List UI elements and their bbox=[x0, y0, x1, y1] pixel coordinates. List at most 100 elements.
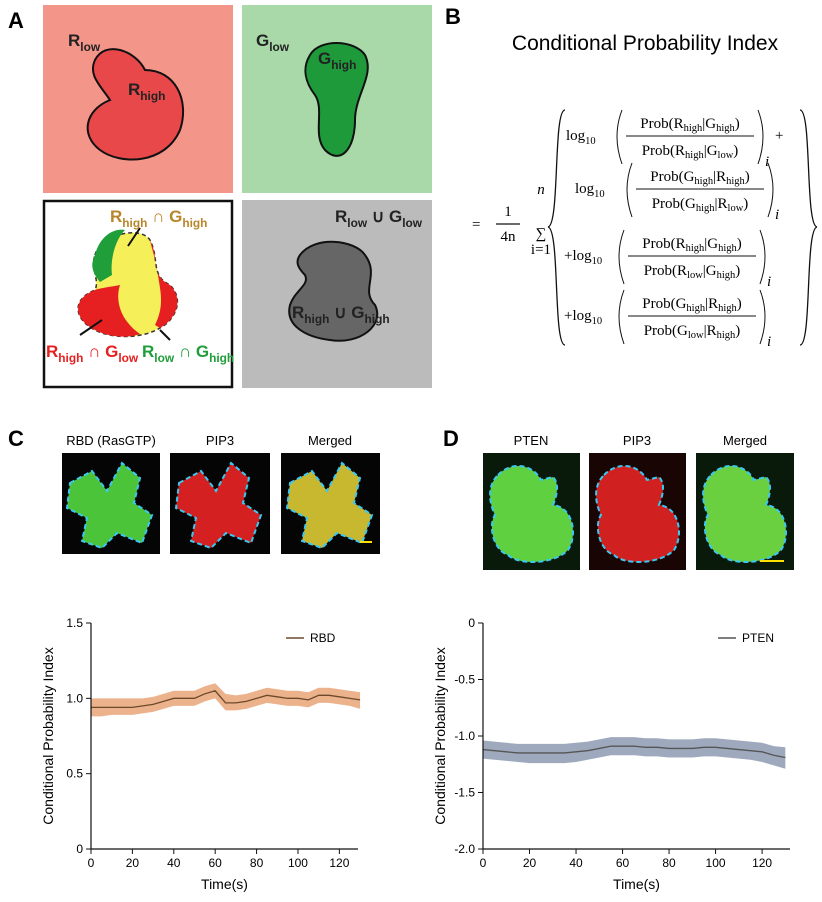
panel-label: A bbox=[8, 8, 24, 33]
subscript: low bbox=[718, 150, 734, 161]
x-tick-label: 0 bbox=[480, 856, 487, 870]
numerator: Prob(Ghigh|Rhigh) bbox=[642, 296, 742, 314]
set-label: Rhigh ∩ Glow bbox=[46, 342, 139, 365]
text-part: R bbox=[128, 80, 140, 99]
paren bbox=[618, 289, 625, 345]
arrow bbox=[127, 227, 141, 247]
sum-sign: ∑ bbox=[536, 226, 547, 242]
subscript: high bbox=[718, 243, 737, 254]
panel-label: C bbox=[8, 426, 24, 451]
mean-line bbox=[482, 745, 786, 759]
numerator: Prob(Ghigh|Rhigh) bbox=[650, 169, 750, 187]
x-tick-label: 120 bbox=[752, 856, 772, 870]
x-axis-title: Time(s) bbox=[201, 876, 248, 892]
subscript: high bbox=[684, 123, 703, 134]
x-tick-label: 100 bbox=[706, 856, 726, 870]
x-tick-label: 40 bbox=[167, 856, 181, 870]
image-row-d bbox=[483, 453, 794, 570]
subscript: high bbox=[331, 58, 356, 72]
paren bbox=[759, 229, 766, 285]
text-part: ) bbox=[737, 236, 742, 252]
text-part: log bbox=[566, 128, 586, 144]
text-part: R bbox=[335, 207, 347, 226]
sum-bottom: i=1 bbox=[531, 242, 551, 258]
set-label: Rhigh bbox=[128, 80, 165, 103]
set-label: Glow bbox=[256, 31, 290, 54]
blob-red-only bbox=[78, 285, 140, 337]
text-part: ) bbox=[745, 169, 750, 185]
coef-numerator: 1 bbox=[504, 204, 512, 220]
subscript: low bbox=[688, 330, 704, 341]
blob-union bbox=[288, 240, 379, 342]
denominator: Prob(Glow|Rhigh) bbox=[644, 323, 741, 341]
index: i bbox=[775, 207, 779, 223]
image-label: PTEN bbox=[514, 433, 549, 448]
y-axis-title: Conditional Probability Index bbox=[40, 647, 56, 824]
paren bbox=[767, 162, 774, 218]
image-label: PIP3 bbox=[623, 433, 651, 448]
y-tick-label: 0.5 bbox=[66, 767, 83, 781]
subscript: 10 bbox=[594, 189, 605, 200]
subscript: low bbox=[80, 40, 101, 54]
text-part: +log bbox=[564, 248, 592, 264]
subscript: 10 bbox=[592, 316, 603, 327]
subscript: low bbox=[402, 216, 423, 230]
denominator: Prob(Rlow|Ghigh) bbox=[644, 263, 741, 281]
y-tick-label: 1.5 bbox=[66, 616, 83, 630]
subscript: high bbox=[717, 330, 736, 341]
x-tick-label: 80 bbox=[662, 856, 676, 870]
index: i bbox=[767, 334, 771, 350]
set-label: Rlow bbox=[68, 31, 101, 54]
plus: + bbox=[775, 128, 783, 144]
subscript: 10 bbox=[585, 136, 596, 147]
subscript: high bbox=[696, 203, 715, 214]
subscript: high bbox=[717, 270, 736, 281]
text-part: ) bbox=[735, 263, 740, 279]
subscript: 10 bbox=[592, 256, 603, 267]
x-tick-label: 80 bbox=[250, 856, 264, 870]
text-part: ) bbox=[735, 323, 740, 339]
text-part: +log bbox=[564, 308, 592, 324]
text-part: R bbox=[68, 31, 80, 50]
text-part: ∩ G bbox=[174, 342, 209, 361]
log-prefix: log10 bbox=[575, 181, 605, 200]
subscript: high bbox=[209, 351, 234, 365]
subscript: high bbox=[686, 303, 705, 314]
legend-label: RBD bbox=[310, 631, 336, 645]
confidence-band bbox=[91, 683, 361, 717]
subscript: high bbox=[182, 216, 207, 230]
x-tick-label: 40 bbox=[569, 856, 583, 870]
text-part: ∪ G bbox=[329, 303, 364, 322]
blob-green-only bbox=[92, 229, 125, 282]
y-tick-label: -2.0 bbox=[454, 842, 475, 856]
denominator: Prob(Ghigh|Rlow) bbox=[652, 196, 749, 214]
subscript: high bbox=[58, 351, 83, 365]
subscript: high bbox=[304, 312, 329, 326]
arrow bbox=[79, 319, 103, 336]
text-part: |G bbox=[704, 143, 718, 159]
paren bbox=[626, 162, 633, 218]
text-part: |R bbox=[705, 296, 718, 312]
text-part: R bbox=[142, 342, 154, 361]
text-part: Prob(R bbox=[644, 263, 687, 279]
x-tick-label: 60 bbox=[209, 856, 223, 870]
text-part: Prob(G bbox=[644, 323, 688, 339]
text-part: ∪ G bbox=[367, 207, 402, 226]
paren bbox=[616, 109, 623, 165]
subscript: low bbox=[687, 270, 703, 281]
x-tick-label: 0 bbox=[88, 856, 95, 870]
y-tick-label: 1.0 bbox=[66, 691, 83, 705]
blob-red-only bbox=[150, 240, 178, 328]
subscript: low bbox=[118, 351, 139, 365]
image-row-c bbox=[62, 453, 380, 554]
subscript: high bbox=[694, 176, 713, 187]
brace-left bbox=[547, 109, 566, 346]
text-part: R bbox=[292, 303, 304, 322]
image-label: Merged bbox=[723, 433, 767, 448]
x-tick-label: 120 bbox=[329, 856, 349, 870]
subscript: low bbox=[269, 40, 290, 54]
y-tick-label: 0 bbox=[76, 842, 83, 856]
log-prefix: +log10 bbox=[564, 248, 602, 267]
